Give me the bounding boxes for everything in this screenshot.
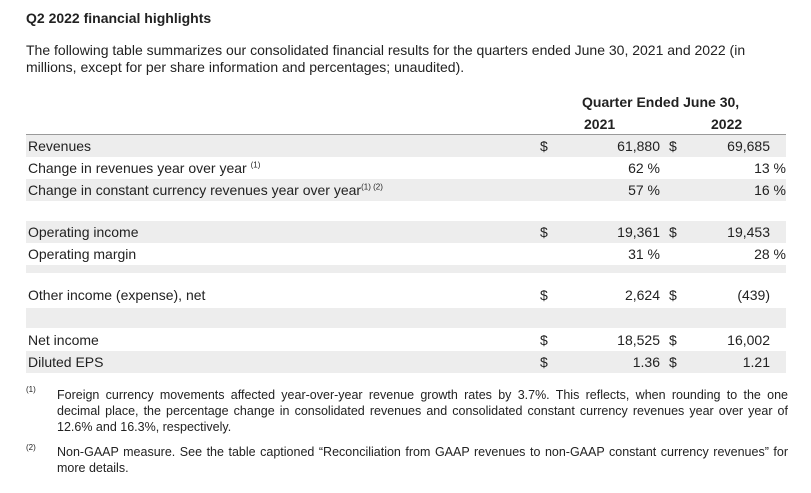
row-label: Net income: [28, 332, 99, 348]
value-2022: (439): [737, 287, 770, 303]
currency-2022: $: [669, 287, 677, 303]
currency-2022: $: [669, 354, 677, 370]
row-label: Diluted EPS: [28, 354, 104, 370]
value-2022: 1.21: [742, 354, 770, 370]
intro-paragraph: The following table summarizes our conso…: [26, 42, 746, 75]
footnote-ref: (1) (2): [361, 182, 383, 192]
footnote-2-mark: (2): [26, 443, 36, 452]
currency-2022: $: [669, 138, 677, 154]
value-2022: 19,453: [727, 224, 770, 240]
value-2021: 31 %: [628, 246, 660, 262]
table-row: Change in constant currency revenues yea…: [26, 179, 786, 201]
table-row: Change in revenues year over year (1) 62…: [26, 157, 786, 179]
row-label: Change in constant currency revenues yea…: [28, 182, 383, 198]
period-header: Quarter Ended June 30,: [582, 94, 740, 110]
footnote-1-text: Foreign currency movements affected year…: [57, 388, 788, 434]
value-2021: 19,361: [617, 224, 660, 240]
table-row: Diluted EPS $ 1.36 $ 1.21: [26, 351, 786, 373]
row-label: Change in revenues year over year (1): [28, 160, 261, 176]
table-row: Operating margin 31 % 28 %: [26, 243, 786, 265]
footnote-ref: (1): [250, 160, 261, 170]
value-2021: 2,624: [624, 287, 660, 303]
table-row: Net income $ 18,525 $ 16,002: [26, 329, 786, 351]
row-label: Operating income: [28, 224, 139, 240]
value-2021: 57 %: [628, 182, 660, 198]
section-title: Q2 2022 financial highlights: [26, 10, 212, 26]
currency-2021: $: [540, 354, 548, 370]
spacer-row: [26, 265, 786, 273]
currency-2022: $: [669, 332, 677, 348]
footnote-2-text: Non-GAAP measure. See the table captione…: [57, 445, 788, 475]
currency-2021: $: [540, 224, 548, 240]
header-rule: [26, 134, 786, 135]
value-2021: 62 %: [628, 160, 660, 176]
table-row: Operating income $ 19,361 $ 19,453: [26, 221, 786, 243]
currency-2022: $: [669, 224, 677, 240]
value-2021: 1.36: [632, 354, 660, 370]
currency-2021: $: [540, 332, 548, 348]
value-2022: 28 %: [754, 246, 786, 262]
footnote-1-mark: (1): [26, 385, 36, 394]
value-2022: 69,685: [727, 138, 770, 154]
value-2021: 18,525: [617, 332, 660, 348]
row-label: Other income (expense), net: [28, 287, 206, 303]
year-2021-header: 2021: [584, 116, 616, 132]
currency-2021: $: [540, 138, 548, 154]
table-row: Revenues $ 61,880 $ 69,685: [26, 135, 786, 157]
spacer-row: [26, 308, 786, 328]
value-2022: 16,002: [727, 332, 770, 348]
value-2021: 61,880: [617, 138, 660, 154]
row-label: Revenues: [28, 138, 92, 154]
table-row: Other income (expense), net $ 2,624 $ (4…: [26, 284, 786, 306]
row-label: Operating margin: [28, 246, 137, 262]
value-2022: 13 %: [754, 160, 786, 176]
year-2022-header: 2022: [711, 116, 743, 132]
currency-2021: $: [540, 287, 548, 303]
value-2022: 16 %: [754, 182, 786, 198]
